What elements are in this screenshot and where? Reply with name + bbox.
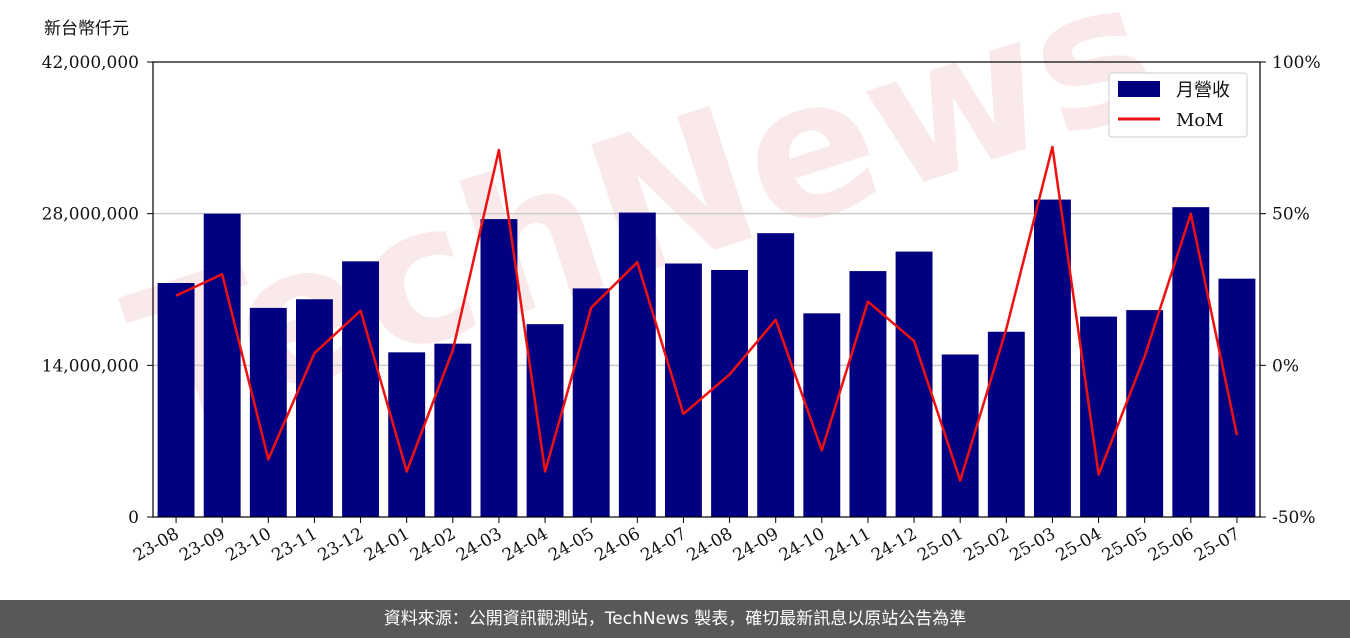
x-tick-label: 25-07 xyxy=(1191,524,1243,566)
y-tick-label: 28,000,000 xyxy=(42,205,139,225)
bar-24-02 xyxy=(434,343,472,517)
revenue-bars xyxy=(157,199,1256,518)
x-tick-label: 25-03 xyxy=(1006,524,1058,566)
x-tick-label: 25-06 xyxy=(1145,524,1197,566)
x-tick-label: 24-02 xyxy=(407,524,459,566)
x-tick-label: 24-11 xyxy=(822,524,874,566)
plot-frame xyxy=(152,61,1261,518)
mom-line-layer xyxy=(175,145,1239,482)
x-tick-label: 23-11 xyxy=(268,524,320,566)
y-axis-unit-label: 新台幣仟元 xyxy=(44,19,129,39)
gridlines xyxy=(153,212,1260,367)
x-tick-label: 23-08 xyxy=(130,524,182,566)
x-tick-label: 24-06 xyxy=(591,524,643,566)
bar-25-06 xyxy=(1172,207,1210,517)
x-tick-label: 24-01 xyxy=(361,524,413,566)
bar-24-07 xyxy=(664,263,702,517)
x-tick-label: 24-08 xyxy=(684,524,736,566)
x-tick-label: 24-04 xyxy=(499,524,551,566)
x-tick-label: 23-12 xyxy=(315,524,367,566)
bar-25-01 xyxy=(941,354,979,517)
x-tick-label: 24-05 xyxy=(545,524,597,566)
bar-25-03 xyxy=(1033,199,1071,518)
bar-25-07 xyxy=(1218,278,1256,517)
bar-24-12 xyxy=(895,251,933,518)
y2-tick-label: 100% xyxy=(1272,53,1321,73)
y2-tick-label: 50% xyxy=(1272,205,1310,225)
x-tick-label: 25-02 xyxy=(960,524,1012,566)
x-tick-label: 24-10 xyxy=(776,524,828,566)
mom-line xyxy=(175,145,1239,482)
legend-bar-swatch xyxy=(1118,81,1160,97)
y-tick-label: 0 xyxy=(128,508,139,528)
bar-25-02 xyxy=(987,331,1025,517)
bar-24-05 xyxy=(572,288,610,517)
footer-source-note: 資料來源：公開資訊觀測站，TechNews 製表，確切最新訊息以原站公告為準 xyxy=(0,600,1350,638)
x-tick-label: 25-04 xyxy=(1053,524,1105,566)
y-tick-label: 42,000,000 xyxy=(42,53,139,73)
bar-23-12 xyxy=(342,261,380,517)
bar-24-09 xyxy=(757,233,795,517)
x-tick-label: 23-09 xyxy=(176,524,228,566)
bar-24-03 xyxy=(480,219,518,518)
bar-25-05 xyxy=(1126,310,1164,517)
x-tick-label: 24-12 xyxy=(868,524,920,566)
legend-label-mom: MoM xyxy=(1176,110,1224,131)
chart: TechNews 014,000,00028,000,00042,000,000… xyxy=(42,0,1321,566)
x-tick-label: 24-09 xyxy=(730,524,782,566)
bar-23-09 xyxy=(203,213,241,517)
x-tick-label: 23-10 xyxy=(222,524,274,566)
bar-24-06 xyxy=(618,212,656,518)
bar-23-11 xyxy=(295,299,333,517)
legend: 月營收 MoM xyxy=(1108,72,1248,138)
legend-label-revenue: 月營收 xyxy=(1176,80,1230,101)
x-tick-label: 24-07 xyxy=(637,524,689,566)
x-tick-label: 25-05 xyxy=(1099,524,1151,566)
bar-24-01 xyxy=(388,352,426,517)
bar-24-11 xyxy=(849,271,887,517)
bar-24-08 xyxy=(711,270,749,517)
bar-25-04 xyxy=(1080,316,1118,517)
bar-24-04 xyxy=(526,324,564,517)
x-tick-label: 25-01 xyxy=(914,524,966,566)
x-tick-label: 24-03 xyxy=(453,524,505,566)
y2-tick-label: 0% xyxy=(1272,356,1299,376)
bar-23-08 xyxy=(157,283,195,517)
y-tick-label: 14,000,000 xyxy=(42,356,139,376)
y2-tick-label: -50% xyxy=(1272,508,1316,528)
